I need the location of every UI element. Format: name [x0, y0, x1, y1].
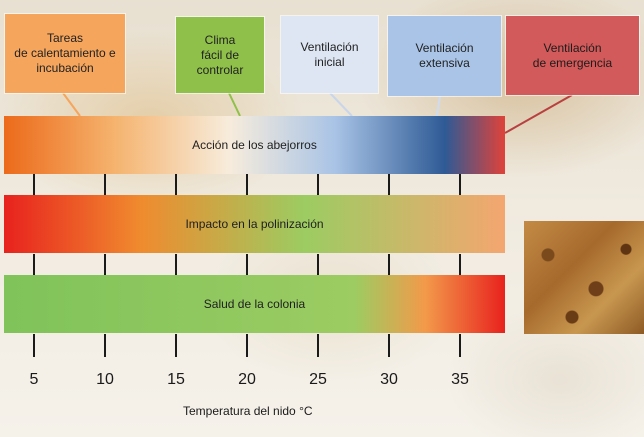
axis-tick: [33, 174, 35, 195]
box-ventilacion-emergencia-label: Ventilación de emergencia: [532, 40, 613, 70]
axis-tick: [246, 334, 248, 357]
band-accion-abejorros-label: Acción de los abejorros: [192, 138, 317, 152]
band-impacto-polinizacion-label: Impacto en la polinización: [185, 217, 324, 231]
axis-tick-label: 25: [309, 371, 327, 388]
box-ventilacion-extensiva: Ventilación extensiva: [388, 16, 501, 96]
axis-tick: [317, 174, 319, 195]
axis-tick-label: 10: [96, 371, 114, 388]
box-calentamiento: Tareas de calentamiento e incubación: [5, 14, 125, 93]
axis-tick-label: 20: [238, 371, 256, 388]
axis-tick: [317, 254, 319, 275]
axis-tick-label: 5: [29, 371, 39, 388]
axis-tick-label: 15: [167, 371, 185, 388]
box-ventilacion-emergencia: Ventilación de emergencia: [506, 16, 639, 95]
box-ventilacion-extensiva-label: Ventilación extensiva: [415, 41, 474, 70]
axis-tick: [388, 174, 390, 195]
axis-tick: [459, 174, 461, 195]
axis-tick: [246, 254, 248, 275]
connector-line-calentamiento: [62, 92, 81, 117]
axis-tick: [459, 254, 461, 275]
connector-line-ventilacion-inicial: [329, 92, 353, 117]
box-calentamiento-label: Tareas de calentamiento e incubación: [14, 31, 116, 75]
band-salud-colonia-label: Salud de la colonia: [203, 297, 306, 311]
box-ventilacion-inicial-label: Ventilación inicial: [300, 39, 359, 69]
honeycomb-photo: [524, 221, 644, 334]
axis-tick-label: 35: [451, 371, 469, 388]
axis-tick: [104, 254, 106, 275]
axis-tick: [33, 334, 35, 357]
axis-tick: [246, 174, 248, 195]
axis-tick: [33, 254, 35, 275]
band-salud-colonia: Salud de la colonia: [4, 275, 505, 333]
box-ventilacion-inicial: Ventilación inicial: [281, 16, 378, 93]
band-impacto-polinizacion: Impacto en la polinización: [4, 195, 505, 253]
axis-tick: [175, 254, 177, 275]
connector-line-clima: [228, 92, 241, 117]
axis-tick: [175, 334, 177, 357]
axis-tick-label: 30: [380, 371, 398, 388]
axis-title: Temperatura del nido °C: [183, 404, 313, 418]
axis-tick: [388, 254, 390, 275]
axis-tick: [317, 334, 319, 357]
axis-tick: [104, 174, 106, 195]
axis-tick: [175, 174, 177, 195]
box-clima: Clima fácil de controlar: [176, 17, 264, 93]
axis-tick: [104, 334, 106, 357]
axis-tick: [459, 334, 461, 357]
axis-tick: [388, 334, 390, 357]
connector-line-ventilacion-emergencia: [504, 94, 573, 134]
band-accion-abejorros: Acción de los abejorros: [4, 116, 505, 174]
box-clima-label: Clima fácil de controlar: [196, 32, 244, 77]
